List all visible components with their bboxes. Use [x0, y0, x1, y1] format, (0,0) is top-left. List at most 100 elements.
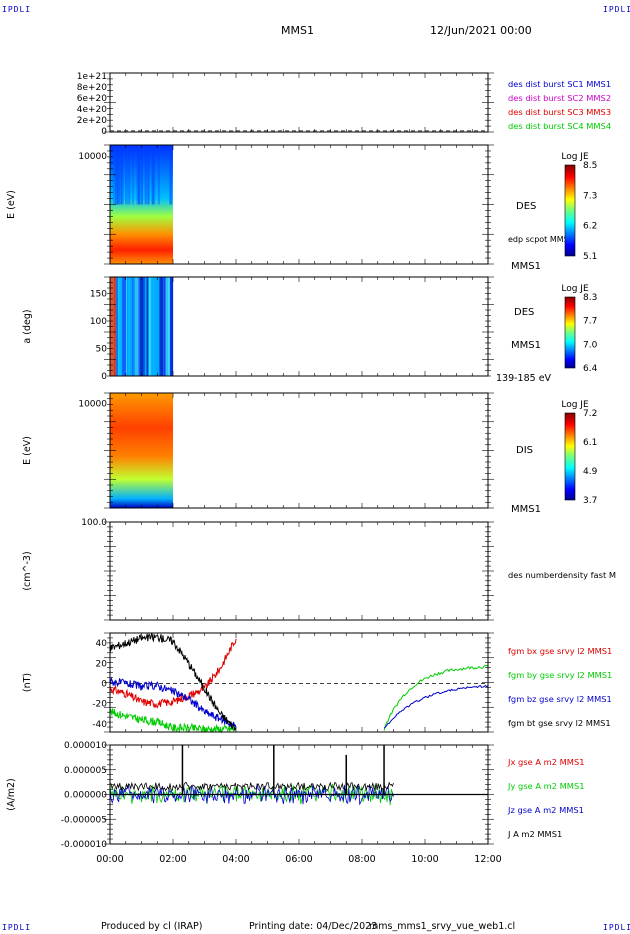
- panel2-spectrogram-stripe: [152, 145, 154, 205]
- panel2-spectrogram-stripe: [169, 145, 173, 205]
- panel4-frame: [109, 392, 489, 509]
- panel3-ytick-label: 50: [96, 345, 108, 355]
- panel2-spectrogram-stripe: [144, 145, 147, 205]
- panel2-spectrogram-stripe: [140, 145, 144, 205]
- panel5-ytick-label: 1.0: [93, 0, 108, 3]
- panel2-instrument-label: DES: [516, 201, 536, 212]
- panel7-legend-entry: Jy gse A m2 MMS1: [507, 781, 585, 791]
- panel6-series-bt: [109, 632, 237, 731]
- time-axis-tick-label: 04:00: [222, 854, 249, 865]
- panel4-ytick-label: 10000: [78, 399, 107, 409]
- panel7-ytick-label: 0.000000: [64, 791, 107, 801]
- panel7-ytick-label: -0.000010: [61, 840, 107, 850]
- panel3-spectrogram-stripe: [164, 277, 166, 376]
- panel3-colorbar-title: Log JE: [561, 284, 589, 294]
- panel3-ylabel: a (deg): [22, 309, 33, 343]
- panel6-ytick-label: -20: [92, 700, 107, 710]
- panel1-ytick-label: 4e+20: [77, 105, 108, 115]
- panel3-spectrogram-stripe: [152, 277, 157, 376]
- panel4-ytick-label: 100: [90, 0, 107, 3]
- panel2-spectrogram-stripe: [115, 145, 118, 205]
- panel6-legend-entry: fgm bx gse srvy l2 MMS1: [508, 646, 612, 656]
- footer-printing-date: Printing date: 04/Dec/2023: [249, 921, 377, 932]
- time-axis-tick-label: 12:00: [474, 854, 501, 865]
- panel3-spectrogram-stripe: [148, 277, 152, 376]
- figure-header: MMS1 12/Jun/2021 00:00: [281, 24, 532, 37]
- panel2-colorbar: [564, 164, 576, 257]
- panel4-colorbar-tick-label: 3.7: [583, 496, 597, 506]
- panel3-colorbar-tick-label: 7.0: [583, 340, 598, 350]
- panel7-ylabel: (A/m2): [6, 778, 17, 810]
- panel2-spectrogram-stripe: [170, 145, 172, 205]
- panel2-spectrogram-stripe: [117, 145, 119, 205]
- panel3-instrument-label: DES: [514, 307, 534, 318]
- panel2-spectrogram-stripe: [138, 145, 140, 205]
- panel2-colorbar-tick-label: 8.5: [583, 161, 597, 171]
- panel3-spectrogram-stripe: [127, 277, 131, 376]
- panel4-ytick-label: 10: [96, 0, 108, 3]
- panel2-spectrogram-stripe: [138, 145, 140, 205]
- panel6-ylabel: (nT): [22, 673, 33, 692]
- panel2-spectrogram-stripe: [117, 145, 120, 205]
- panel2-spectrogram-stripe: [145, 145, 148, 205]
- panel2-ytick-label: 10: [96, 0, 108, 3]
- panel6-legend-entry: fgm bz gse srvy l2 MMS1: [508, 694, 612, 704]
- panel1-ytick-label: 2e+20: [77, 116, 108, 126]
- panel6-ytick-label: 20: [96, 659, 108, 669]
- axis-minor-ticks: [104, 521, 494, 621]
- panel3-spectrogram-stripe: [145, 277, 147, 376]
- panel4-instrument-label: DIS: [516, 445, 533, 456]
- panel3-frame: [109, 276, 489, 377]
- time-axis-tick-label: 02:00: [159, 854, 186, 865]
- panel3-spectrogram-stripe: [140, 277, 143, 376]
- panel2-spectrogram-stripe: [120, 145, 124, 205]
- panel4-sc-label: MMS1: [511, 504, 541, 515]
- panel2-colorbar-tick-label: 5.1: [583, 252, 597, 262]
- panel3-ytick-label: 150: [90, 290, 107, 300]
- panel3-spectrogram-stripe: [159, 277, 164, 376]
- panel2-frame: [109, 144, 489, 265]
- time-axis-tick-label: 06:00: [285, 854, 312, 865]
- panel1-legend-entry: des dist burst SC1 MMS1: [508, 79, 611, 89]
- panel3-spectrogram-stripe: [129, 277, 133, 376]
- panel6-ytick-label: 40: [96, 639, 108, 649]
- panel7-series-jy: [109, 783, 394, 806]
- panel5-ytick-label: 10.0: [87, 0, 107, 3]
- panel6-legend-entry: fgm bt gse srvy l2 MMS1: [508, 718, 611, 728]
- panel2-spectrogram-stripe: [114, 145, 118, 205]
- panel7-frame: [109, 744, 489, 845]
- panel2-spectrogram-stripe: [121, 145, 123, 205]
- panel2-spectrogram-stripe: [152, 145, 156, 205]
- panel2-spectrogram-stripe: [141, 145, 143, 205]
- panel3-spectrogram-stripe: [118, 277, 122, 376]
- panel3-spectrogram-stripe: [143, 277, 146, 376]
- panel7-ytick-label: -0.000005: [61, 815, 107, 825]
- panel2-spectrogram-stripe: [127, 145, 131, 205]
- panel2-ytick-label: 100: [90, 0, 107, 3]
- panel3-spectrogram-stripe: [165, 277, 170, 376]
- panel2-spectrogram-stripe: [147, 145, 150, 205]
- panel3-spectrogram-stripe: [134, 277, 139, 376]
- mission-title: MMS1: [281, 24, 314, 37]
- panel2-spectrogram-stripe: [137, 145, 140, 205]
- panel3-spectrogram-stripe: [125, 277, 128, 376]
- panel5-ylabel: (cm^-3): [22, 551, 33, 590]
- axis-minor-ticks: [104, 72, 494, 133]
- panel4-colorbar-tick-label: 6.1: [583, 438, 597, 448]
- panel3-spectrogram-stripe: [170, 277, 174, 376]
- panel1-legend-entry: des dist burst SC4 MMS4: [508, 121, 611, 131]
- panel4-colorbar-title: Log JE: [561, 400, 589, 410]
- panel4-colorbar-tick-label: 4.9: [583, 467, 598, 477]
- panel4-colorbar: [564, 412, 576, 501]
- panel6-series-by: [109, 707, 237, 734]
- panel2-colorbar-title: Log JE: [561, 152, 589, 162]
- panel1-legend-entry: des dist burst SC3 MMS3: [508, 107, 611, 117]
- panel2-spectrogram-stripe: [152, 145, 154, 205]
- panel4-ylabel: E (eV): [22, 436, 33, 465]
- panel2-spectrogram-stripe: [119, 145, 123, 205]
- footer-filename: mms_mms1_srvy_vue_web1.cl: [369, 921, 515, 932]
- panel2-spectrogram-stripe: [125, 145, 128, 205]
- time-axis-tick-label: 08:00: [348, 854, 375, 865]
- panel4-spectrogram: [110, 393, 173, 508]
